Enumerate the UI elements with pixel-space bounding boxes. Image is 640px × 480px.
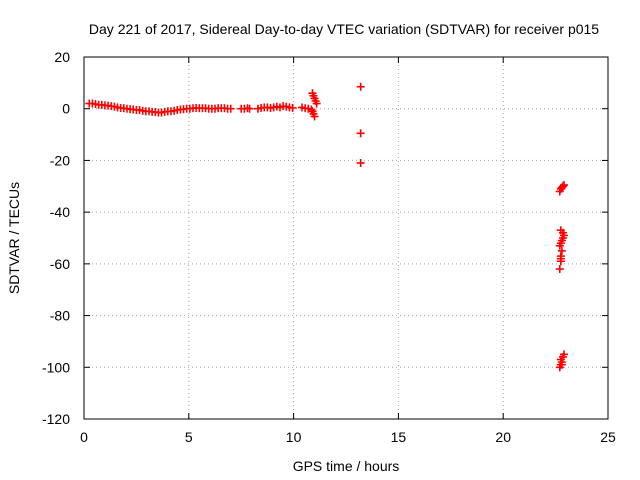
x-tick-label: 15 [391, 429, 407, 445]
data-point [312, 99, 321, 108]
data-point [558, 182, 567, 191]
data-point [356, 82, 365, 91]
data-point [226, 104, 235, 113]
data-point [245, 104, 254, 113]
y-tick-label: -60 [50, 256, 70, 272]
data-point [556, 355, 565, 364]
plot-area [83, 56, 609, 420]
x-tick-label: 0 [80, 429, 88, 445]
y-tick-label: -20 [50, 152, 70, 168]
y-tick-label: -80 [50, 308, 70, 324]
data-point [356, 159, 365, 168]
data-point [307, 105, 316, 114]
data-point [557, 246, 566, 255]
y-tick-label: -40 [50, 204, 70, 220]
data-point [559, 180, 568, 189]
data-point [288, 103, 297, 112]
data-point [310, 112, 319, 121]
data-point [555, 265, 564, 274]
x-tick-label: 5 [185, 429, 193, 445]
x-axis-label: GPS time / hours [293, 458, 400, 474]
y-tick-label: -120 [42, 411, 70, 427]
data-point [559, 350, 568, 359]
y-tick-label: 0 [62, 101, 70, 117]
grid-lines [84, 57, 608, 419]
y-tick-label: -100 [42, 359, 70, 375]
y-tick-label: 20 [54, 49, 70, 65]
data-points [85, 82, 568, 372]
y-axis-label: SDTVAR / TECUs [6, 182, 22, 294]
x-tick-label: 20 [495, 429, 511, 445]
data-point [556, 226, 565, 235]
data-point [557, 360, 566, 369]
x-tick-label: 10 [286, 429, 302, 445]
data-point [556, 257, 565, 266]
x-tick-label: 25 [600, 429, 616, 445]
data-point [356, 129, 365, 138]
chart-title: Day 221 of 2017, Sidereal Day-to-day VTE… [89, 21, 599, 37]
axes: 0 5 10 15 20 25 -120 -100 -80 -60 -40 -20 0 20 [42, 49, 616, 445]
